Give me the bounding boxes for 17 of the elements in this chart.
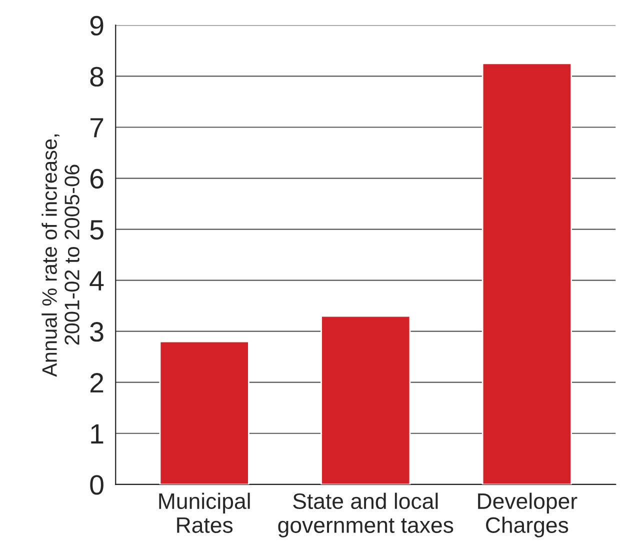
y-axis-title: Annual % rate of increase, 2001-02 to 2005-06 [42,134,80,377]
y-tick-label: 3 [90,322,104,342]
y-tick-label: 1 [91,424,104,444]
y-tick-label: 8 [90,66,104,87]
y-tick-label: 6 [90,168,104,189]
bar [159,340,250,484]
x-tick-label: State and local government taxes [278,492,454,538]
x-tick-label: Developer Charges [478,492,578,538]
y-tick-label: 9 [90,16,104,36]
y-tick-label: 4 [90,271,104,290]
bar [482,62,572,484]
x-tick-label: Municipal Rates [159,492,250,533]
bar [320,315,411,484]
y-tick-label: 0 [90,475,104,495]
y-tick-label: 5 [90,220,104,240]
y-tick-label: 2 [90,373,104,392]
y-tick-label: 7 [90,118,104,138]
